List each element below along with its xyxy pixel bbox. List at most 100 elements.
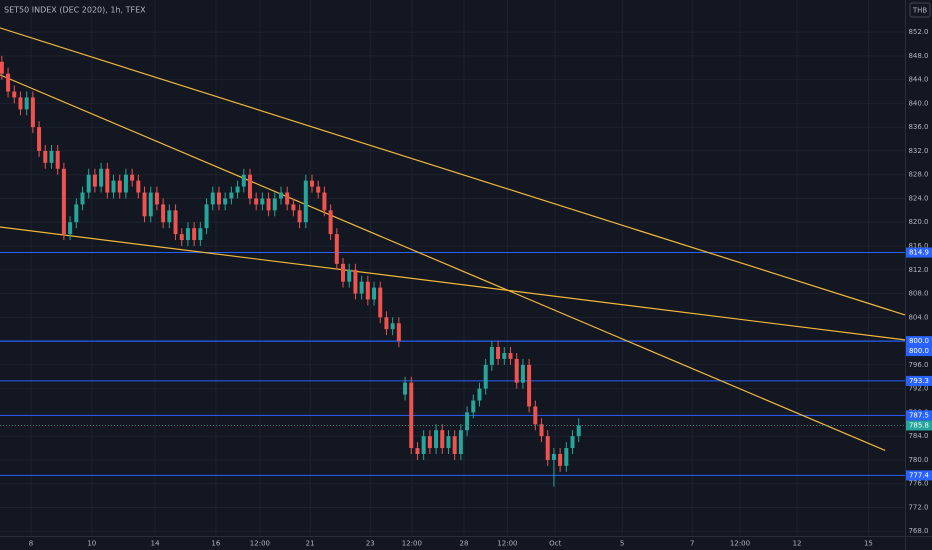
candle-body	[328, 210, 333, 235]
trend-line	[0, 74, 886, 451]
candle-body	[396, 323, 401, 342]
candle-body	[6, 73, 11, 92]
candle-body	[477, 388, 482, 401]
price-label-box	[906, 346, 932, 357]
y-tick-label: 792.0	[908, 385, 928, 393]
candle-body	[278, 192, 283, 199]
candle-body	[372, 287, 377, 300]
candle-body	[384, 317, 389, 330]
x-tick-label: 12:00	[730, 540, 750, 548]
candle-body	[266, 198, 271, 211]
x-tick-label: 28	[460, 540, 469, 548]
candle-body	[483, 364, 488, 389]
candle-body	[564, 448, 569, 466]
currency-box[interactable]	[909, 2, 931, 18]
candle-body	[68, 222, 73, 235]
plot-area	[0, 27, 906, 487]
candle-body	[508, 352, 513, 359]
candle-body	[43, 150, 48, 163]
candle-body	[167, 210, 172, 223]
candle-body	[86, 174, 91, 193]
candle-body	[216, 192, 221, 205]
candle-body	[204, 204, 209, 229]
y-tick-label: 768.0	[908, 527, 928, 535]
candle-body	[403, 382, 408, 395]
x-tick-label: 14	[151, 540, 160, 548]
x-tick-label: 5	[620, 540, 624, 548]
candle-body	[260, 198, 265, 205]
candle-body	[154, 192, 159, 205]
price-label-box	[906, 410, 932, 421]
candle-body	[409, 382, 414, 449]
price-label: 800.0	[909, 337, 929, 345]
y-tick-label: 848.0	[908, 52, 928, 60]
price-label-box	[906, 247, 932, 258]
candle-body	[136, 180, 141, 193]
candle-body	[130, 174, 135, 181]
candle-body	[458, 430, 463, 454]
y-tick-label: 832.0	[908, 147, 928, 155]
candle-body	[353, 269, 358, 294]
candle-body	[123, 174, 128, 193]
candle-body	[74, 204, 79, 223]
candle-body	[55, 150, 60, 169]
y-tick-label: 812.0	[908, 266, 928, 274]
candle-body	[465, 412, 470, 431]
candle-body	[303, 180, 308, 223]
candle-body	[241, 174, 246, 187]
candle-body	[390, 323, 395, 330]
candle-body	[576, 425, 581, 437]
candle-body	[297, 210, 302, 223]
price-label-box	[906, 470, 932, 481]
y-tick-label: 844.0	[908, 76, 928, 84]
grid	[0, 0, 905, 536]
y-tick-label: 836.0	[908, 123, 928, 131]
y-tick-label: 780.0	[908, 456, 928, 464]
candle-body	[539, 424, 544, 437]
x-tick-label: Oct	[549, 540, 561, 548]
axes: 768.0772.0776.0780.0784.0788.0792.0796.0…	[29, 28, 932, 548]
candle-body	[272, 198, 277, 211]
currency-label[interactable]: THB	[912, 7, 928, 15]
candle-body	[61, 168, 66, 235]
candle-body	[365, 281, 370, 300]
candle-body	[291, 204, 296, 211]
y-tick-label: 796.0	[908, 361, 928, 369]
candle-body	[223, 198, 228, 205]
y-tick-label: 840.0	[908, 99, 928, 107]
price-label-box	[906, 375, 932, 386]
candle-body	[247, 174, 252, 199]
trend-line	[0, 27, 906, 316]
y-tick-label: 776.0	[908, 480, 928, 488]
candle-body	[502, 352, 507, 359]
y-tick-label: 824.0	[908, 194, 928, 202]
y-tick-label: 808.0	[908, 290, 928, 298]
candle-body	[254, 198, 259, 205]
candle-body	[148, 192, 153, 217]
candle-body	[514, 358, 519, 383]
x-tick-label: 10	[87, 540, 96, 548]
candle-body	[378, 287, 383, 318]
price-label: 793.3	[909, 377, 929, 385]
x-tick-label: 16	[211, 540, 220, 548]
price-label-box	[906, 336, 932, 347]
x-tick-label: 23	[366, 540, 375, 548]
candle-body	[99, 168, 104, 187]
chart-title: SET50 INDEX (DEC 2020), 1h, TFEX	[4, 6, 146, 15]
candle-body	[415, 448, 420, 454]
candle-body	[18, 97, 23, 110]
trend-line	[0, 226, 906, 341]
candle-body	[173, 210, 178, 235]
x-tick-label: 8	[29, 540, 33, 548]
candle-body	[558, 453, 563, 466]
candle-body	[117, 180, 122, 193]
candle-body	[322, 192, 327, 211]
candle-body	[334, 234, 339, 264]
candle-body	[142, 192, 147, 217]
candle-body	[49, 150, 54, 163]
candle-body	[161, 204, 166, 223]
x-tick-label: 12:00	[402, 540, 422, 548]
candle-body	[452, 436, 457, 454]
